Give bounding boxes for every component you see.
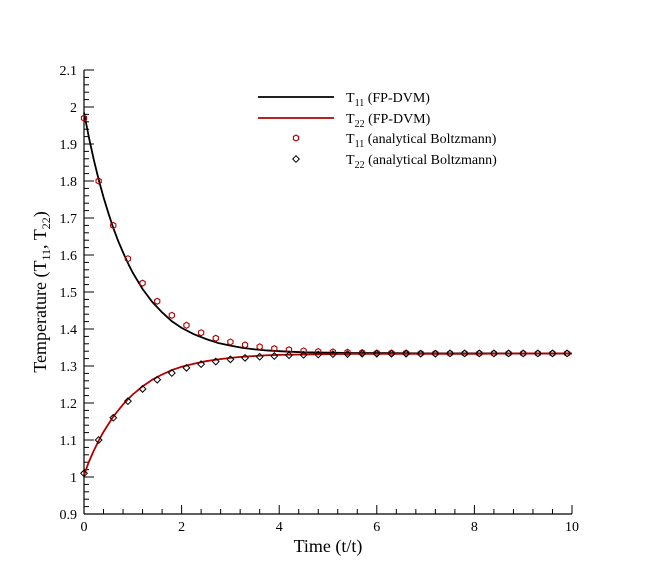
x-tick-label: 8 (471, 520, 478, 535)
data-point-diamond (328, 350, 337, 359)
data-point-hexagon (154, 297, 161, 305)
y-tick-label: 1.9 (60, 138, 78, 153)
data-point-diamond (548, 349, 557, 358)
y-tick-label: 1.2 (60, 397, 78, 412)
x-tick-label: 2 (178, 520, 185, 535)
data-point-hexagon (197, 329, 205, 337)
data-point-diamond (372, 349, 381, 358)
data-point-diamond (343, 350, 352, 359)
data-point-diamond (94, 435, 103, 445)
axes: 0 2 4 6 8 10 0.9 1 1.1 1.2 1.3 1.4 1.5 1.6 1.7 1.8 1.9 2 2… (60, 64, 580, 535)
data-point-hexagon (329, 348, 337, 356)
data-point-diamond (416, 349, 425, 358)
data-point-diamond (519, 349, 528, 358)
data-point-hexagon (285, 346, 293, 354)
data-point-diamond (533, 349, 542, 358)
y-axis-title: Temperature (T11, T22) (30, 211, 53, 372)
y-tick-label: 0.9 (60, 508, 78, 523)
data-point-diamond (197, 360, 206, 369)
data-point-diamond (460, 349, 469, 358)
data-point-diamond (445, 349, 455, 358)
data-point-hexagon (95, 177, 102, 185)
data-point-diamond (475, 349, 484, 358)
data-point-diamond (314, 350, 323, 359)
y-tick-label: 1.8 (60, 175, 78, 190)
data-point-hexagon (359, 349, 366, 357)
data-point-diamond (255, 352, 264, 361)
data-point-diamond (387, 349, 396, 358)
legend: T11 (FP-DVM) T22 (FP-DVM) T11 (analytical … (258, 91, 497, 171)
data-point-hexagon (373, 349, 380, 357)
data-point-hexagon (212, 334, 219, 342)
data-point-diamond (402, 349, 411, 358)
y-tick-label: 2 (70, 101, 77, 116)
data-point-diamond (299, 350, 308, 359)
data-point-hexagon (139, 279, 146, 287)
data-point-hexagon (344, 348, 351, 356)
x-tick-label: 6 (373, 520, 380, 535)
data-point-hexagon (256, 343, 263, 351)
legend-diamond-swatch (291, 154, 301, 164)
data-point-diamond (153, 375, 162, 384)
y-tick-label: 2.1 (60, 64, 78, 79)
data-point-diamond (182, 363, 191, 372)
data-point-diamond (489, 349, 498, 358)
data-point-hexagon (183, 321, 190, 329)
data-point-diamond (431, 349, 440, 358)
data-point-hexagon (168, 311, 175, 319)
axis-labels: Time (t/t) Temperature (T11, T22) (30, 211, 362, 557)
y-tick-label: 1.4 (60, 323, 78, 338)
data-point-diamond (270, 352, 279, 361)
data-point-hexagon (124, 255, 132, 263)
legend-hexagon-swatch (292, 134, 300, 142)
y-tick-label: 1.7 (60, 212, 78, 227)
x-tick-label: 10 (565, 520, 579, 535)
y-tick-label: 1 (70, 471, 77, 486)
data-point-hexagon (402, 349, 410, 357)
data-point-hexagon (241, 341, 249, 349)
y-tick-label: 1.3 (60, 360, 78, 375)
data-point-hexagon (315, 347, 322, 356)
legend-label: T22 (analytical Boltzmann) (346, 153, 497, 171)
data-point-diamond (284, 351, 293, 360)
data-point-diamond (563, 349, 572, 358)
data-point-hexagon (80, 114, 88, 122)
plot-series (79, 112, 572, 478)
data-point-diamond (504, 349, 513, 358)
data-point-diamond (123, 397, 132, 406)
data-point-hexagon (110, 221, 117, 230)
legend-label: T11 (FP-DVM) (346, 91, 430, 109)
data-point-hexagon (227, 338, 234, 346)
data-point-hexagon (300, 347, 307, 355)
y-tick-label: 1.6 (60, 249, 78, 264)
data-point-diamond (211, 357, 220, 366)
y-tick-label: 1.1 (60, 434, 78, 449)
series-line-11 (83, 112, 572, 355)
data-point-diamond (138, 384, 147, 393)
series-line-22 (83, 352, 572, 476)
data-point-diamond (79, 469, 89, 478)
data-point-hexagon (388, 349, 395, 357)
y-tick-label: 1.5 (60, 286, 78, 301)
data-point-diamond (167, 369, 176, 378)
x-tick-label: 4 (276, 520, 283, 535)
data-point-hexagon (271, 344, 278, 353)
data-point-diamond (241, 353, 250, 362)
x-tick-label: 0 (81, 520, 88, 535)
data-point-diamond (109, 413, 118, 422)
legend-label: T11 (analytical Boltzmann) (346, 132, 497, 150)
legend-label: T22 (FP-DVM) (346, 112, 431, 130)
data-point-diamond (358, 349, 367, 358)
data-point-diamond (226, 355, 235, 364)
x-axis-title: Time (t/t) (294, 536, 363, 557)
